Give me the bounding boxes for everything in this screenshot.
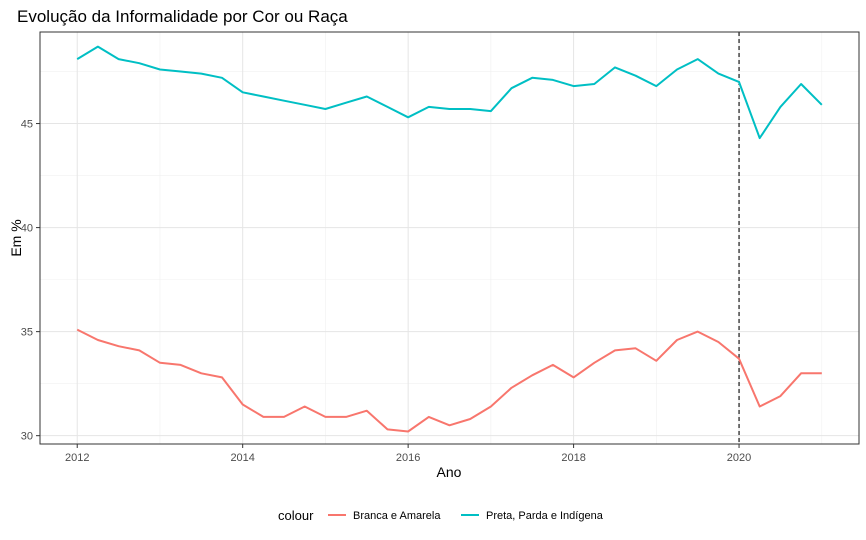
legend-label: Preta, Parda e Indígena xyxy=(486,510,604,522)
x-tick-label: 2018 xyxy=(561,452,585,464)
y-axis-ticks: 30 35 40 45 xyxy=(21,119,40,443)
y-axis-title: Em % xyxy=(8,219,24,256)
x-tick-label: 2020 xyxy=(727,452,751,464)
series-line-branca-e-amarela xyxy=(76,328,822,433)
x-axis-title: Ano xyxy=(437,464,462,480)
x-tick-label: 2012 xyxy=(65,452,89,464)
legend-items: Branca e Amarela Preta, Parda e Indígena xyxy=(328,510,604,522)
plot-grid xyxy=(40,32,859,444)
y-tick-label: 35 xyxy=(21,327,33,339)
plot-panel-border xyxy=(39,31,860,445)
chart-title: Evolução da Informalidade por Cor ou Raç… xyxy=(17,7,348,26)
legend: colour Branca e Amarela Preta, Parda e In… xyxy=(278,508,604,523)
legend-label: Branca e Amarela xyxy=(353,510,441,522)
y-tick-label: 30 xyxy=(21,431,33,443)
series-line-preta-parda-e-indigena xyxy=(76,45,823,140)
x-axis-ticks: 2012 2014 2016 2018 2020 xyxy=(65,444,751,464)
series-layer xyxy=(76,45,823,433)
legend-title: colour xyxy=(278,508,314,523)
x-tick-label: 2016 xyxy=(396,452,420,464)
y-tick-label: 45 xyxy=(21,119,33,131)
y-tick-label: 40 xyxy=(21,223,33,235)
x-tick-label: 2014 xyxy=(230,452,254,464)
